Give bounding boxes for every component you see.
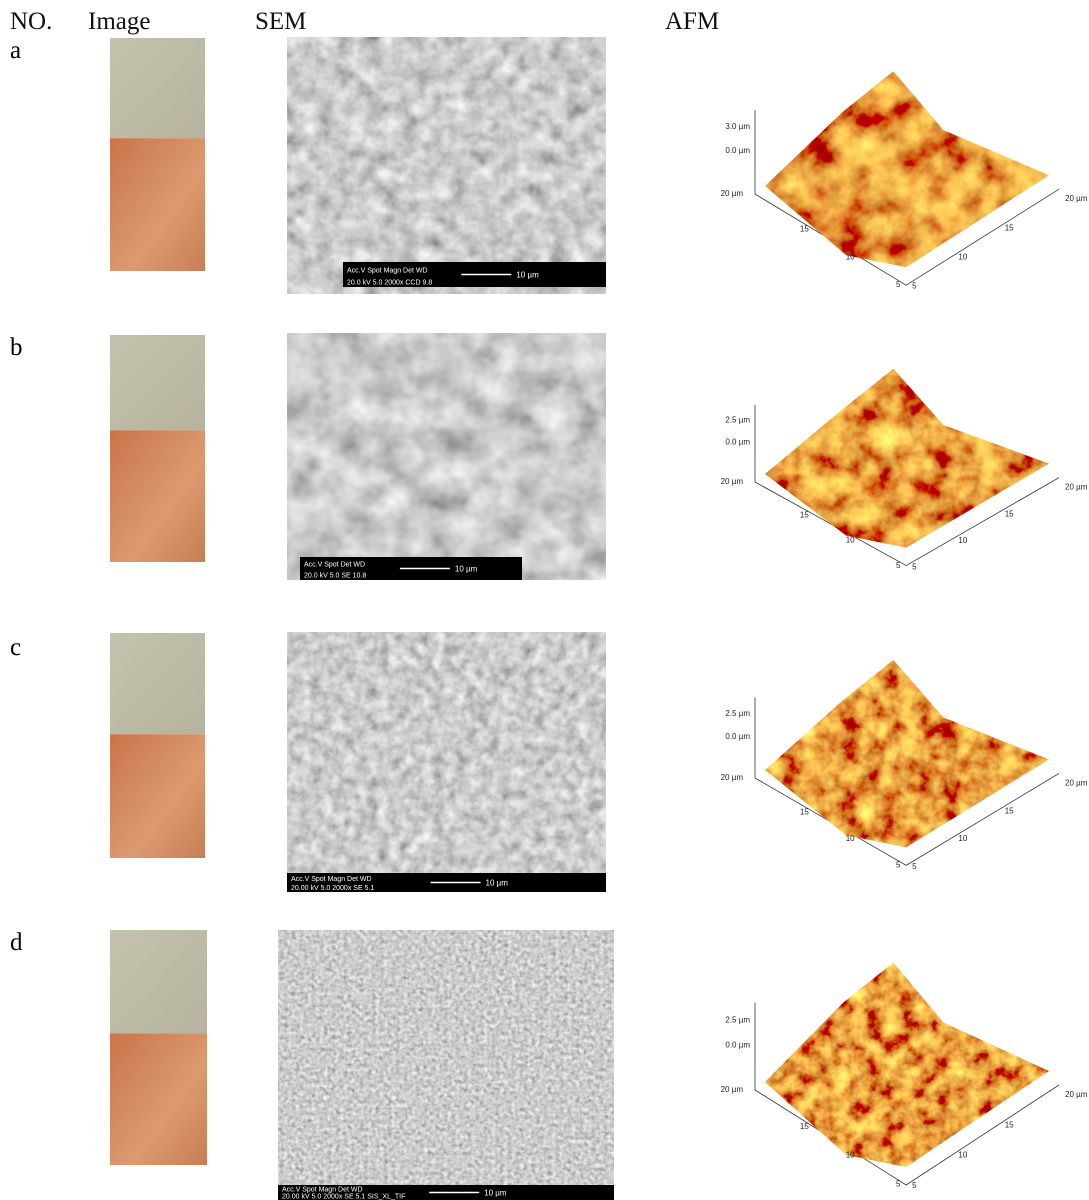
sem-scale: 10 µm (484, 1189, 507, 1198)
figure: NO. Image SEM AFM aAcc.V Spot Magn Det W… (0, 0, 1089, 1200)
afm-left-tick: 5 (896, 1179, 901, 1188)
afm-right-tick: 5 (912, 281, 917, 290)
afm-left-tick: 15 (800, 1122, 809, 1131)
afm-right-tick: 15 (1005, 806, 1014, 815)
afm-left-tick: 10 (846, 252, 855, 261)
afm-left-tick: 5 (896, 860, 901, 869)
afm-right-tick: 5 (912, 1181, 917, 1190)
afm-surface (700, 50, 1089, 290)
sem-scale: 10 µm (516, 271, 539, 280)
afm-right-tick: 20 µm (1065, 778, 1088, 787)
sem-scale: 10 µm (486, 879, 509, 888)
afm-right-tick: 20 µm (1065, 483, 1088, 492)
afm-left-tick: 20 µm (721, 1085, 744, 1094)
afm-left-tick: 10 (846, 536, 855, 545)
sem-image (287, 632, 606, 892)
afm-left-tick: 15 (800, 225, 809, 234)
sample-coating (110, 930, 207, 1033)
afm-right-tick: 10 (958, 536, 967, 545)
sample-copper (110, 430, 205, 562)
afm-surface (700, 350, 1089, 570)
afm-z-tick: 0.0 µm (725, 146, 750, 155)
sem-info2: 20.00 kV 5.0 2000x SE 5.1 SIS_XL_TIF (282, 1194, 405, 1200)
sem-image (278, 930, 614, 1200)
sample-coating (110, 38, 205, 138)
afm-right-tick: 20 µm (1065, 1090, 1088, 1099)
sample-coating (110, 633, 205, 734)
sem-info: Acc.V Spot Det WD (304, 562, 365, 569)
afm-right-tick: 20 µm (1065, 194, 1088, 203)
afm-right-tick: 10 (958, 834, 967, 843)
afm-z-tick: 0.0 µm (725, 438, 750, 447)
afm-left-tick: 15 (800, 510, 809, 519)
afm-right-tick: 15 (1005, 509, 1014, 518)
afm-right-tick: 10 (958, 252, 967, 261)
afm-z-tick: 0.0 µm (725, 1041, 750, 1050)
afm-z-tick: 3.0 µm (725, 122, 750, 131)
afm-z-tick: 2.5 µm (725, 1016, 750, 1025)
afm-right-tick: 5 (912, 862, 917, 871)
afm-right-tick: 10 (958, 1151, 967, 1160)
afm-left-tick: 15 (800, 807, 809, 816)
row-label: c (10, 634, 21, 661)
row-label: b (10, 334, 23, 361)
sem-scale: 10 µm (455, 565, 478, 574)
sem-info: Acc.V Spot Magn Det WD (347, 268, 428, 275)
afm-left-tick: 10 (846, 834, 855, 843)
afm-left-tick: 10 (846, 1151, 855, 1160)
sample-copper (110, 138, 205, 271)
afm-surface (700, 640, 1089, 870)
sample-coating (110, 335, 205, 430)
afm-left-tick: 20 µm (721, 477, 744, 486)
afm-left-tick: 20 µm (721, 189, 744, 198)
sem-info2: 20.0 kV 5.0 SE 10.8 (304, 573, 366, 580)
sem-info2: 20.0 kV 5.0 2000x CCD 9.8 (347, 280, 432, 287)
sem-image (287, 333, 606, 580)
row-label: d (10, 929, 23, 956)
sem-info2: 20.00 kV 5.0 2000x SE 5.1 (291, 885, 374, 892)
sample-copper (110, 734, 205, 858)
afm-left-tick: 5 (896, 561, 901, 570)
afm-left-tick: 5 (896, 280, 901, 289)
sem-info: Acc.V Spot Magn Det WD (282, 1186, 363, 1193)
afm-left-tick: 20 µm (721, 773, 744, 782)
sem-info: Acc.V Spot Magn Det WD (291, 876, 372, 883)
sample-copper (110, 1033, 207, 1165)
afm-right-tick: 15 (1005, 1120, 1014, 1129)
sem-image (287, 37, 606, 294)
afm-right-tick: 5 (912, 563, 917, 572)
row-label: a (10, 37, 21, 64)
figure-panels: a Acc.V Spot Magn Det WD 20.0 kV 5.0 2000x… (0, 0, 1089, 1200)
afm-surface (700, 940, 1089, 1190)
afm-z-tick: 0.0 µm (725, 732, 750, 741)
afm-z-tick: 2.5 µm (725, 709, 750, 718)
afm-right-tick: 15 (1005, 223, 1014, 232)
afm-z-tick: 2.5 µm (725, 416, 750, 425)
